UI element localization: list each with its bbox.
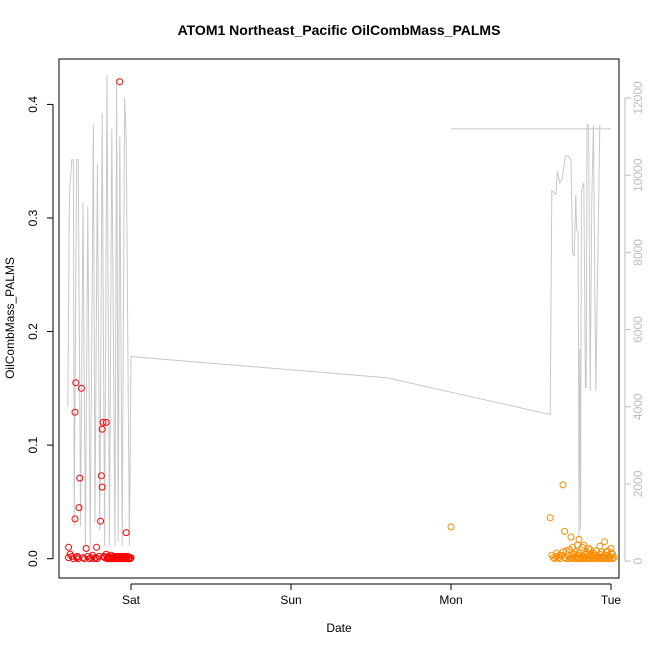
data-point-series-2: [596, 542, 604, 550]
data-point-series-1: [65, 543, 73, 551]
data-point-series-2: [549, 554, 557, 562]
data-point-series-2: [561, 527, 569, 535]
y2-tick-label: 4000: [631, 393, 645, 420]
y-tick-label: 0.4: [26, 96, 40, 113]
data-point-series-1: [102, 418, 110, 426]
data-point-series-1: [66, 550, 74, 558]
data-points-layer: [65, 78, 618, 563]
y-tick-label: 0.3: [26, 209, 40, 226]
data-point-series-1: [65, 554, 73, 562]
data-point-series-1: [122, 529, 130, 537]
data-point-series-2: [589, 551, 597, 559]
data-point-series-1: [76, 474, 84, 482]
data-point-series-1: [79, 554, 87, 562]
plot-frame: [58, 58, 620, 579]
data-point-series-1: [126, 555, 134, 563]
altitude-line-layer: [67, 74, 611, 546]
data-point-series-1: [98, 425, 106, 433]
data-point-series-2: [609, 555, 617, 563]
y2-tick-label: 8000: [631, 239, 645, 266]
data-point-series-1: [116, 78, 124, 86]
y-axis-label: OilCombMass_PALMS: [3, 257, 17, 379]
data-point-series-2: [565, 555, 573, 563]
y2-tick-label: 12000: [631, 81, 645, 115]
data-point-series-2: [559, 481, 567, 489]
data-point-series-2: [602, 548, 610, 556]
x-tick-label: Mon: [439, 593, 462, 607]
data-point-series-1: [97, 517, 105, 525]
data-point-series-1: [123, 554, 131, 562]
x-axis-label: Date: [326, 621, 352, 635]
data-point-series-2: [607, 545, 615, 552]
data-point-series-2: [580, 552, 588, 560]
data-point-series-2: [585, 545, 593, 552]
data-point-series-2: [567, 533, 575, 541]
data-point-series-1: [71, 515, 79, 523]
y-axis-left: 0.0 0.1 0.2 0.3 0.4: [26, 96, 54, 567]
data-point-series-2: [610, 554, 618, 562]
x-tick-label: Sat: [122, 593, 141, 607]
data-point-series-2: [607, 554, 615, 562]
y-tick-label: 0.1: [26, 436, 40, 453]
data-point-series-2: [565, 546, 573, 554]
y2-tick-label: 2000: [631, 470, 645, 497]
data-point-series-1: [77, 384, 85, 392]
data-point-series-1: [71, 408, 79, 416]
y-tick-label: 0.0: [26, 550, 40, 567]
y-axis-right: 0 2000 4000 6000 8000 10000 12000: [624, 81, 645, 564]
data-point-series-1: [82, 545, 90, 552]
data-point-series-2: [546, 514, 554, 522]
y2-tick-label: 10000: [631, 158, 645, 192]
data-point-series-1: [92, 554, 100, 562]
data-point-series-1: [72, 379, 80, 387]
data-point-series-1: [102, 550, 110, 558]
data-point-series-1: [75, 504, 83, 512]
data-point-series-1: [99, 418, 107, 426]
data-point-series-2: [556, 551, 564, 559]
data-point-series-2: [447, 523, 455, 531]
data-point-series-2: [569, 550, 577, 558]
data-point-series-1: [127, 554, 135, 562]
x-tick-label: Sun: [280, 593, 301, 607]
x-axis: Sat Sun Mon Tue: [122, 583, 622, 607]
data-point-series-2: [601, 538, 609, 546]
data-point-series-2: [575, 535, 583, 543]
altitude-line: [67, 74, 601, 546]
chart-title: ATOM1 Northeast_Pacific OilCombMass_PALM…: [178, 22, 501, 38]
y2-tick-label: 6000: [631, 316, 645, 343]
data-point-series-1: [69, 555, 77, 563]
data-point-series-1: [93, 543, 101, 551]
data-point-series-1: [98, 483, 106, 491]
y-tick-label: 0.2: [26, 323, 40, 340]
data-point-series-1: [97, 472, 105, 480]
x-tick-label: Tue: [601, 593, 622, 607]
data-point-series-2: [569, 554, 577, 562]
y2-tick-label: 0: [631, 557, 645, 564]
